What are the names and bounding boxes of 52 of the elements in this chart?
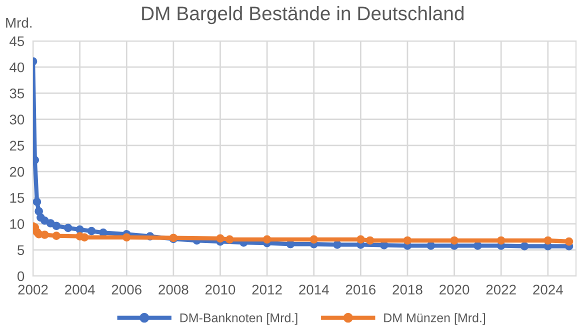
y-tick-label: 45 [10,36,24,46]
point [496,236,506,245]
point [122,233,131,242]
point [52,232,61,240]
point [80,233,89,242]
point [426,242,436,250]
x-tick-label: 2008 [158,284,188,295]
x-tick-label: 2004 [65,284,95,295]
x-tick-label: 2014 [299,284,329,295]
point [33,198,42,206]
y-tick-label: 25 [10,140,24,151]
point [76,225,84,234]
x-tick-label: 2022 [486,284,516,295]
point [34,207,44,216]
y-tick-label: 0 [17,271,24,282]
y-tick-label: 40 [10,62,24,72]
point [225,235,234,244]
legend-label: DM-Banknoten [Mrd.] [180,313,298,325]
y-tick-label: 35 [10,88,24,98]
point [87,226,96,236]
x-tick-label: 2018 [392,284,422,295]
point [46,219,55,228]
point [564,237,574,246]
point [52,222,61,230]
legend-label: DM Münzen [Mrd.] [384,313,486,325]
y-tick-label: 5 [18,245,24,256]
point [64,224,72,232]
x-tick-label: 2010 [205,284,236,295]
point [262,235,272,244]
point [403,236,412,245]
x-tick-label: 2016 [346,284,376,295]
y-axis-title: Mrd. [6,18,32,28]
point [310,235,318,244]
x-tick-label: 2020 [440,284,470,295]
point [40,230,49,239]
point [366,236,374,245]
point [450,236,458,245]
point [520,242,529,250]
point [356,235,365,244]
y-tick-label: 30 [10,114,24,125]
y-tick-label: 20 [10,166,24,177]
y-tick-label: 15 [10,193,24,203]
x-tick-label: 2002 [18,284,48,295]
x-tick-label: 2024 [533,284,563,295]
chart-title: DM Bargeld Bestände in Deutschland [142,6,464,24]
y-tick-label: 10 [10,219,24,229]
x-tick-label: 2006 [112,284,142,295]
x-tick-label: 2012 [252,284,282,295]
point [216,234,224,243]
point [474,242,482,250]
point [333,240,342,249]
point [544,236,552,245]
